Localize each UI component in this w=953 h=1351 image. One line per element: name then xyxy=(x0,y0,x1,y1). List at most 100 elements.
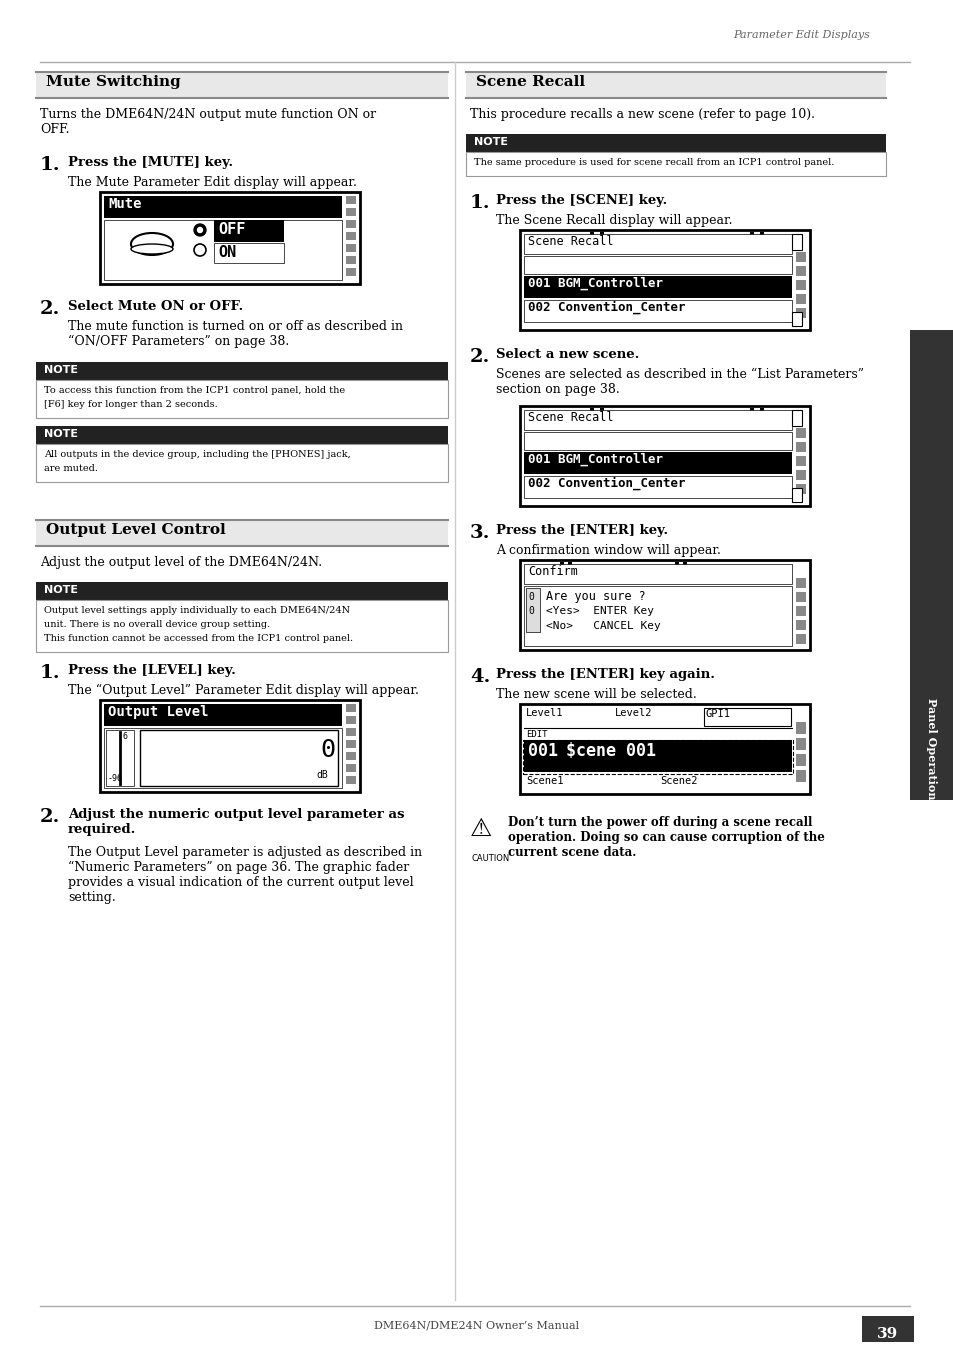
Text: This function cannot be accessed from the ICP1 control panel.: This function cannot be accessed from th… xyxy=(44,634,353,643)
Bar xyxy=(795,253,805,262)
Bar xyxy=(791,488,801,503)
Text: Mute Switching: Mute Switching xyxy=(46,76,180,89)
Text: Level2: Level2 xyxy=(615,708,652,717)
Bar xyxy=(795,634,805,644)
Bar xyxy=(795,457,805,466)
Text: ⚠: ⚠ xyxy=(470,817,492,842)
Text: The same procedure is used for scene recall from an ICP1 control panel.: The same procedure is used for scene rec… xyxy=(474,158,834,168)
Bar xyxy=(795,428,805,438)
Text: Output level settings apply individually to each DME64N/24N: Output level settings apply individually… xyxy=(44,607,350,615)
Text: GPI1: GPI1 xyxy=(705,709,730,719)
Text: All outputs in the device group, including the [PHONES] jack,: All outputs in the device group, includi… xyxy=(44,450,351,459)
Text: Output Level: Output Level xyxy=(108,705,209,719)
Bar xyxy=(523,255,791,274)
Bar xyxy=(791,234,801,250)
Text: NOTE: NOTE xyxy=(44,365,78,376)
Text: -96: -96 xyxy=(108,774,123,784)
Text: 0: 0 xyxy=(527,592,534,603)
Bar xyxy=(346,728,355,736)
Bar xyxy=(346,196,355,204)
Bar xyxy=(465,134,885,153)
Text: Panel Operation and Displays: Panel Operation and Displays xyxy=(925,697,937,882)
Text: Press the [ENTER] key again.: Press the [ENTER] key again. xyxy=(496,667,714,681)
Text: OFF: OFF xyxy=(218,222,245,236)
Bar xyxy=(213,243,284,263)
Bar xyxy=(523,409,791,430)
Text: NOTE: NOTE xyxy=(44,430,78,439)
Text: DME64N/DME24N Owner’s Manual: DME64N/DME24N Owner’s Manual xyxy=(374,1320,579,1329)
Bar xyxy=(523,740,791,771)
Text: Press the [MUTE] key.: Press the [MUTE] key. xyxy=(68,155,233,169)
Bar xyxy=(346,232,355,240)
Bar xyxy=(36,600,448,653)
Bar xyxy=(104,704,341,725)
Text: Press the [LEVEL] key.: Press the [LEVEL] key. xyxy=(68,663,235,677)
Bar xyxy=(522,740,792,774)
Text: 2.: 2. xyxy=(40,300,60,317)
Circle shape xyxy=(197,227,202,232)
Bar xyxy=(749,232,753,238)
Text: Adjust the numeric output level parameter as
required.: Adjust the numeric output level paramete… xyxy=(68,808,404,836)
Bar xyxy=(862,1316,913,1342)
Text: The Output Level parameter is adjusted as described in
“Numeric Parameters” on p: The Output Level parameter is adjusted a… xyxy=(68,846,421,904)
Bar xyxy=(465,153,885,176)
Bar xyxy=(519,407,809,507)
Bar xyxy=(346,267,355,276)
Text: 002 Convention_Center: 002 Convention_Center xyxy=(527,477,685,490)
Bar xyxy=(599,232,603,238)
Text: 1.: 1. xyxy=(470,195,490,212)
Text: The “Output Level” Parameter Edit display will appear.: The “Output Level” Parameter Edit displa… xyxy=(68,684,418,697)
Text: Are you sure ?: Are you sure ? xyxy=(545,590,645,603)
Text: The Mute Parameter Edit display will appear.: The Mute Parameter Edit display will app… xyxy=(68,176,356,189)
Bar xyxy=(36,380,448,417)
Text: 3.: 3. xyxy=(470,524,490,542)
Text: Level1: Level1 xyxy=(525,708,563,717)
Text: This procedure recalls a new scene (refer to page 10).: This procedure recalls a new scene (refe… xyxy=(470,108,814,122)
Bar xyxy=(760,232,763,238)
Text: unit. There is no overall device group setting.: unit. There is no overall device group s… xyxy=(44,620,270,630)
Text: [F6] key for longer than 2 seconds.: [F6] key for longer than 2 seconds. xyxy=(44,400,217,409)
Bar xyxy=(795,308,805,317)
Bar xyxy=(523,453,791,474)
Text: Confirm: Confirm xyxy=(527,565,578,578)
Text: 001: 001 xyxy=(527,742,558,761)
Text: Output Level Control: Output Level Control xyxy=(46,523,226,536)
Bar xyxy=(525,588,539,632)
Text: Adjust the output level of the DME64N/24N.: Adjust the output level of the DME64N/24… xyxy=(40,557,322,569)
Bar xyxy=(346,208,355,216)
Text: 6: 6 xyxy=(123,732,128,740)
Bar xyxy=(795,442,805,453)
Text: 002 Convention_Center: 002 Convention_Center xyxy=(527,301,685,315)
Bar xyxy=(523,276,791,299)
Bar xyxy=(795,770,805,782)
Text: Select Mute ON or OFF.: Select Mute ON or OFF. xyxy=(68,300,243,313)
Bar xyxy=(104,196,341,218)
Bar xyxy=(523,476,791,499)
Text: A confirmation window will appear.: A confirmation window will appear. xyxy=(496,544,720,557)
Circle shape xyxy=(193,245,206,255)
Bar xyxy=(589,232,594,238)
Bar xyxy=(795,607,805,616)
Text: Don’t turn the power off during a scene recall
operation. Doing so can cause cor: Don’t turn the power off during a scene … xyxy=(507,816,824,859)
Text: <Yes>  ENTER Key: <Yes> ENTER Key xyxy=(545,607,654,616)
Bar xyxy=(589,408,594,413)
Text: ON: ON xyxy=(218,245,236,259)
Bar xyxy=(791,409,801,426)
Bar xyxy=(36,72,448,99)
Bar xyxy=(795,295,805,304)
Text: Scene Recall: Scene Recall xyxy=(527,411,613,424)
Text: The mute function is turned on or off as described in
“ON/OFF Parameters” on pag: The mute function is turned on or off as… xyxy=(68,320,402,349)
Text: Mute: Mute xyxy=(108,197,141,211)
Ellipse shape xyxy=(131,232,172,255)
Bar xyxy=(346,753,355,761)
Bar xyxy=(106,730,133,786)
Bar xyxy=(523,586,791,646)
Text: Press the [SCENE] key.: Press the [SCENE] key. xyxy=(496,195,666,207)
Text: The Scene Recall display will appear.: The Scene Recall display will appear. xyxy=(496,213,732,227)
Bar xyxy=(140,730,337,786)
Bar xyxy=(795,470,805,480)
Text: 001 BGM_Controller: 001 BGM_Controller xyxy=(527,453,662,466)
Bar xyxy=(346,740,355,748)
Bar xyxy=(346,220,355,228)
Bar xyxy=(523,432,791,450)
